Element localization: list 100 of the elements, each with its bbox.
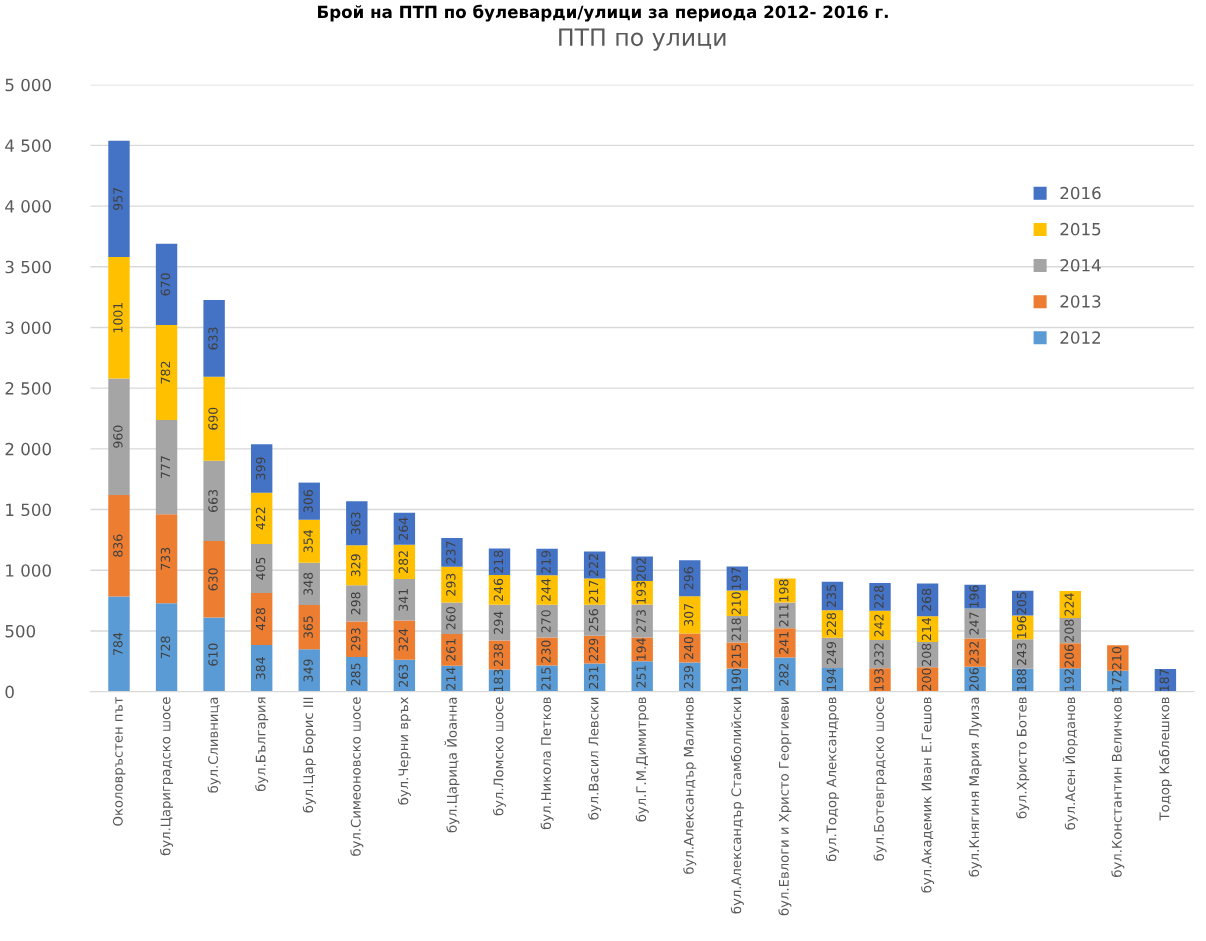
bar (346, 545, 368, 586)
data-label: 241 (779, 632, 789, 654)
bar (441, 566, 463, 603)
bar (346, 621, 368, 658)
legend-label: 2015 (1060, 222, 1101, 236)
y-tick-label: 2 000 (5, 442, 51, 456)
data-label: 246 (493, 578, 504, 601)
data-label: 249 (826, 641, 837, 664)
data-label: 228 (826, 612, 837, 636)
y-tick-label: 4 000 (5, 200, 51, 213)
x-tick-label: бул.Симеоновско шосе (350, 697, 364, 856)
data-label: 273 (636, 610, 646, 633)
data-label: 232 (874, 643, 884, 666)
bar (536, 575, 558, 605)
data-label: 190 (731, 669, 741, 691)
bar (536, 604, 558, 638)
data-label: 208 (1064, 619, 1074, 642)
bar (203, 617, 225, 692)
data-label: 306 (303, 490, 313, 513)
x-tick-label: бул.Александър Стамболийски (730, 697, 744, 914)
bar (774, 657, 796, 692)
y-tick-label: 1 000 (6, 564, 51, 577)
bar (298, 604, 320, 650)
bar (346, 657, 368, 692)
bar (346, 585, 368, 622)
bar (250, 444, 273, 493)
data-label: 294 (493, 611, 504, 634)
bar (108, 494, 130, 597)
data-label: 264 (398, 517, 408, 540)
x-tick-label: бул.Царица Йоанна (444, 697, 460, 833)
data-label: 663 (208, 489, 218, 512)
data-label: 298 (350, 592, 361, 615)
data-label: 232 (969, 641, 979, 664)
y-tick-label: 5 000 (5, 78, 51, 92)
data-label: 214 (921, 617, 932, 641)
x-tick-label: бул.Евлоги и Христо Георгиеви (778, 697, 792, 916)
data-label: 205 (1016, 592, 1027, 615)
bar (583, 578, 606, 605)
data-label: 242 (874, 614, 884, 637)
data-label: 324 (398, 628, 408, 652)
bar (250, 492, 273, 544)
x-tick-label: бул.Княгиня Мария Луиза (968, 697, 982, 877)
data-label: 261 (446, 639, 456, 661)
y-tick-label: 0 (5, 685, 14, 699)
data-label: 215 (541, 667, 551, 690)
data-label: 240 (683, 636, 694, 660)
data-label: 206 (969, 667, 979, 691)
bar (631, 661, 653, 692)
data-label: 231 (588, 666, 599, 689)
data-label: 422 (255, 507, 266, 530)
x-tick-label: бул.България (255, 697, 269, 792)
data-label: 230 (541, 640, 551, 663)
bar (203, 376, 225, 461)
data-label: 239 (683, 666, 694, 689)
y-tick-label: 3 000 (5, 321, 51, 335)
data-label: 610 (208, 643, 218, 666)
y-tick-label: 500 (5, 624, 36, 638)
x-tick-label: бул.Цар Борис III (302, 697, 316, 813)
data-label: 690 (208, 407, 218, 430)
data-label: 1001 (113, 302, 123, 333)
data-label: 224 (1064, 593, 1074, 616)
bar (964, 608, 986, 639)
data-label: 215 (731, 644, 741, 667)
data-label: 733 (160, 547, 171, 570)
data-label: 197 (731, 567, 741, 590)
data-label: 196 (969, 585, 979, 608)
bar (631, 604, 653, 638)
x-tick-label: Околовръстен път (112, 696, 126, 826)
x-tick-label: бул.Христо Ботев (1016, 697, 1030, 819)
data-label: 198 (779, 579, 789, 602)
bar (869, 610, 891, 641)
x-tick-label: бул.Г.М.Димитров (635, 697, 649, 822)
data-label: 196 (1016, 616, 1027, 638)
data-label: 784 (113, 632, 123, 655)
data-label: 194 (826, 668, 837, 691)
bar (203, 541, 225, 618)
data-label: 348 (303, 572, 313, 595)
data-label: 211 (779, 604, 789, 627)
x-tick-label: бул.Черни връх (397, 696, 411, 805)
data-label: 363 (350, 512, 361, 535)
bar (298, 519, 320, 563)
data-label: 782 (160, 361, 171, 384)
x-tick-label: Тодор Каблешков (1158, 697, 1172, 821)
data-label: 202 (636, 558, 646, 580)
bar (774, 602, 796, 629)
data-label: 237 (446, 541, 456, 564)
data-label: 836 (113, 534, 123, 557)
data-label: 238 (493, 643, 504, 666)
x-tick-label: бул.Константин Величков (1111, 697, 1125, 877)
data-label: 218 (731, 618, 741, 641)
data-label: 349 (303, 659, 313, 682)
data-label: 219 (541, 550, 551, 573)
data-label: 172 (1112, 670, 1122, 692)
x-tick-label: бул.Цариградско шосе (160, 697, 174, 856)
bar (774, 628, 796, 658)
y-tick-label: 1 500 (6, 503, 51, 517)
legend-label: 2014 (1060, 259, 1101, 272)
data-label: 728 (160, 636, 171, 659)
legend-label: 2013 (1060, 295, 1101, 308)
x-tick-label: бул.Ботевградско шосе (873, 697, 887, 861)
